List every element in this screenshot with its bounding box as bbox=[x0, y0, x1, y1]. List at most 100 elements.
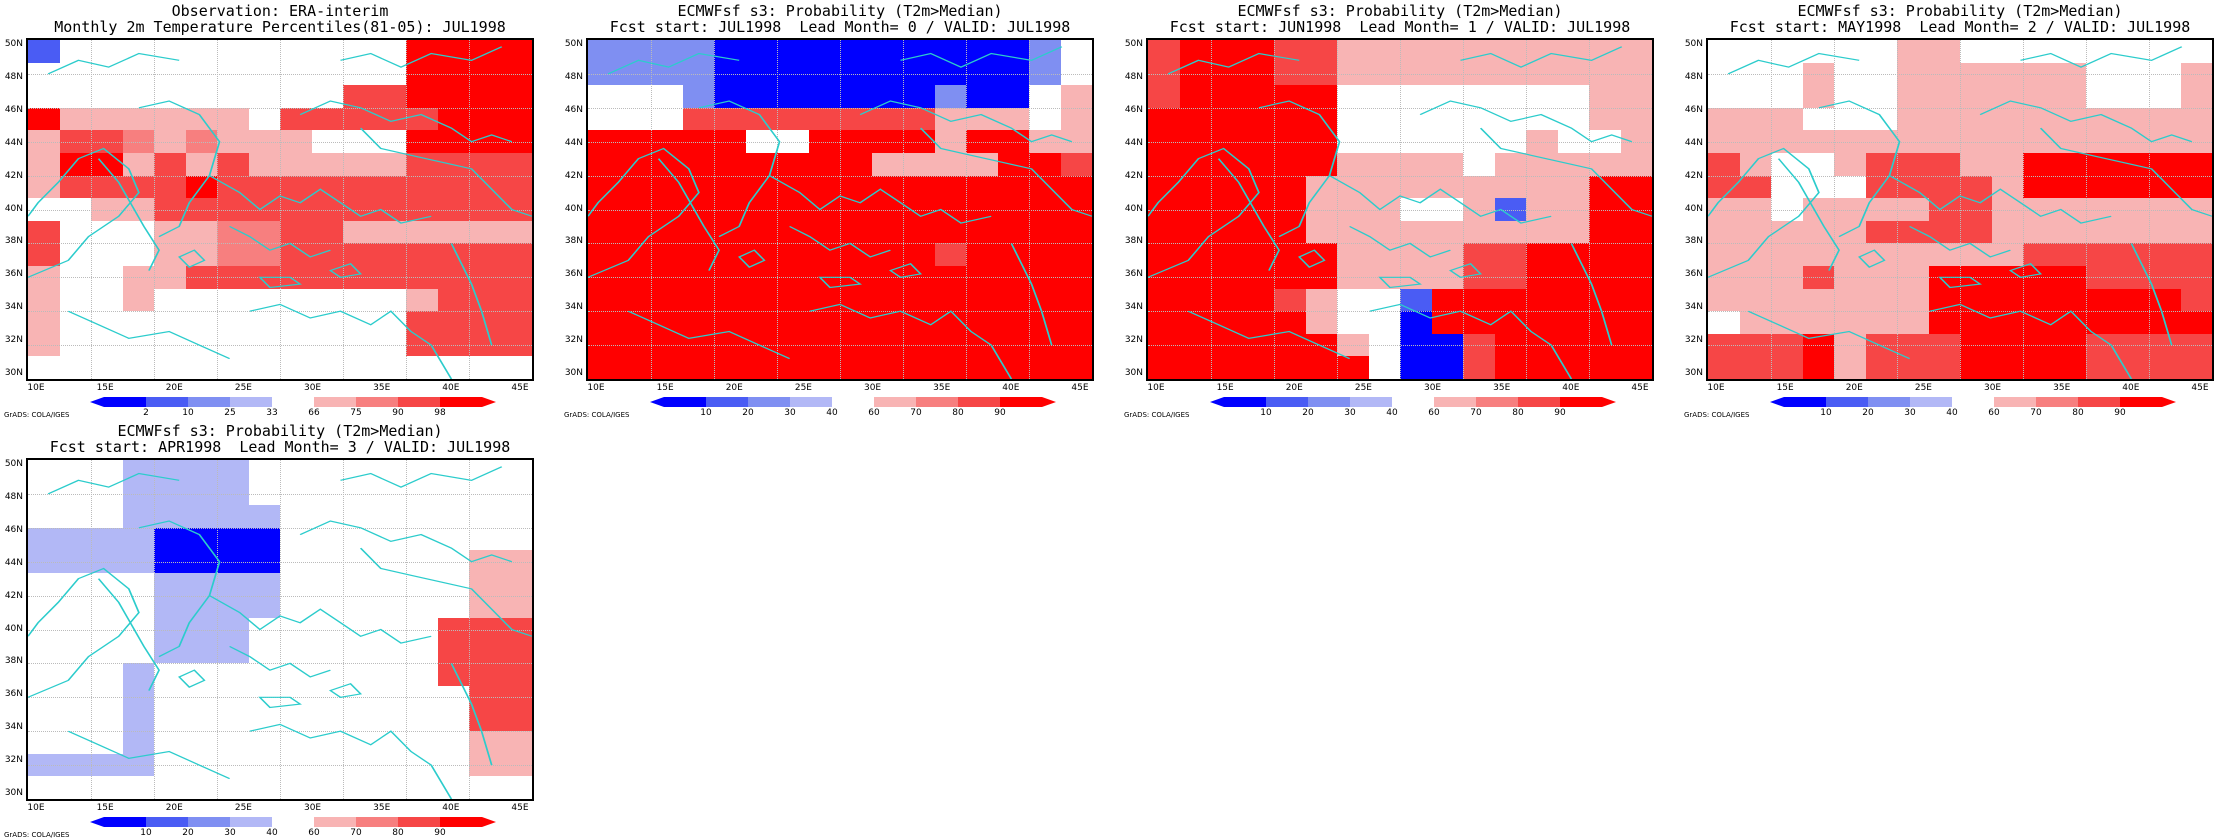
grid-cell bbox=[406, 198, 438, 221]
grid-cell bbox=[997, 40, 1029, 63]
latitude-tick-label: 42N bbox=[4, 170, 23, 181]
grid-cell bbox=[2023, 243, 2055, 266]
grid-cell bbox=[1834, 198, 1866, 221]
grid-cell bbox=[122, 175, 154, 199]
colorbar bbox=[90, 817, 496, 827]
grid-cell bbox=[311, 595, 343, 619]
grid-cell bbox=[1060, 356, 1092, 379]
grid-cell bbox=[91, 175, 123, 199]
map-frame[interactable] bbox=[26, 38, 534, 381]
grid-cell bbox=[1029, 107, 1061, 131]
colorbar-label: 98 bbox=[434, 408, 446, 418]
grid-cell bbox=[1834, 288, 1866, 312]
grid-cell bbox=[280, 175, 312, 199]
longitude-tick-label: 40E bbox=[1002, 383, 1020, 393]
grid-cell bbox=[1991, 153, 2023, 176]
grid-cell bbox=[122, 356, 154, 379]
grid-cell bbox=[122, 640, 154, 664]
coastline bbox=[299, 100, 513, 143]
grid-cell bbox=[1211, 311, 1243, 334]
colorbar-label: 60 bbox=[308, 828, 320, 838]
grid-cell bbox=[2117, 288, 2149, 312]
map-frame[interactable] bbox=[26, 458, 534, 801]
grid-cell bbox=[1211, 107, 1243, 131]
grid-cell bbox=[280, 573, 312, 596]
grid-cell bbox=[2180, 153, 2212, 176]
coastline bbox=[47, 472, 180, 495]
grid-cell bbox=[1242, 85, 1274, 108]
grid-cell bbox=[469, 243, 501, 266]
latitude-tick-label: 50N bbox=[564, 39, 583, 49]
grid-cell bbox=[154, 776, 186, 799]
longitude-gridline bbox=[1960, 40, 1961, 379]
grid-cell bbox=[500, 153, 532, 176]
grid-cell bbox=[1337, 153, 1369, 176]
grid-cell bbox=[588, 175, 620, 199]
longitude-tick-label: 25E bbox=[1914, 383, 1932, 393]
grid-cell bbox=[154, 175, 186, 199]
colorbar-segment bbox=[356, 817, 398, 827]
grid-cell bbox=[682, 107, 714, 131]
grid-cell bbox=[1589, 107, 1621, 131]
longitude-gridline bbox=[1400, 40, 1401, 379]
latitude-tick-label: 46N bbox=[4, 524, 23, 535]
latitude-tick-label: 40N bbox=[564, 203, 583, 214]
grid-cell bbox=[1960, 356, 1992, 379]
grid-cell bbox=[966, 85, 998, 108]
colorbar-label: 30 bbox=[784, 408, 796, 418]
coastline bbox=[1419, 100, 1633, 143]
coastline bbox=[328, 262, 363, 278]
grid-cell bbox=[1897, 288, 1929, 312]
latitude-tick-label: 50N bbox=[4, 459, 23, 469]
colorbar-label: 10 bbox=[700, 408, 712, 418]
coastline bbox=[737, 249, 766, 268]
longitude-gridline bbox=[840, 40, 841, 379]
grid-cell bbox=[91, 40, 123, 63]
grid-cell bbox=[651, 40, 683, 63]
coastline bbox=[1328, 175, 1552, 224]
latitude-tick-label: 44N bbox=[564, 137, 583, 148]
grid-cell bbox=[185, 640, 217, 664]
grid-cell bbox=[437, 288, 469, 312]
grid-cell bbox=[871, 153, 903, 176]
grid-cell bbox=[154, 107, 186, 131]
longitude-tick-label: 30E bbox=[303, 803, 322, 813]
colorbar-label: 40 bbox=[826, 408, 838, 418]
grid-cell bbox=[1305, 198, 1337, 221]
grid-cell bbox=[934, 220, 966, 244]
map-frame[interactable] bbox=[1706, 38, 2214, 381]
grid-cell bbox=[280, 640, 312, 664]
map-frame[interactable] bbox=[586, 38, 1094, 381]
grid-cell bbox=[1211, 243, 1243, 266]
grid-cell bbox=[1148, 356, 1180, 379]
longitude-gridline bbox=[91, 40, 92, 379]
grid-cell bbox=[997, 175, 1029, 199]
grid-cell bbox=[91, 220, 123, 244]
coastline bbox=[1369, 303, 1573, 379]
grid-cell bbox=[59, 708, 91, 732]
grid-cell bbox=[217, 356, 249, 379]
grid-cell bbox=[343, 460, 375, 483]
grid-cell bbox=[91, 618, 123, 641]
grid-cell bbox=[2180, 220, 2212, 244]
grid-cell bbox=[1928, 356, 1960, 379]
colorbar-segment bbox=[1518, 397, 1560, 407]
longitude-tick-label: 30E bbox=[1983, 383, 2002, 393]
grid-cell bbox=[91, 356, 123, 379]
grid-cell bbox=[871, 175, 903, 199]
grid-cell bbox=[1060, 198, 1092, 221]
grid-cell bbox=[28, 460, 60, 483]
grid-cell bbox=[1211, 356, 1243, 379]
grid-cell bbox=[2180, 40, 2212, 63]
grid-cell bbox=[966, 40, 998, 63]
grid-cell bbox=[217, 505, 249, 528]
coastline bbox=[809, 303, 1013, 379]
grid-cell bbox=[1802, 220, 1834, 244]
coastline bbox=[208, 595, 432, 644]
grid-cell bbox=[1305, 311, 1337, 334]
coastline bbox=[177, 669, 206, 688]
grid-cell bbox=[1865, 153, 1897, 176]
grid-cell bbox=[745, 107, 777, 131]
map-frame[interactable] bbox=[1146, 38, 1654, 381]
grid-cell bbox=[1368, 288, 1400, 312]
